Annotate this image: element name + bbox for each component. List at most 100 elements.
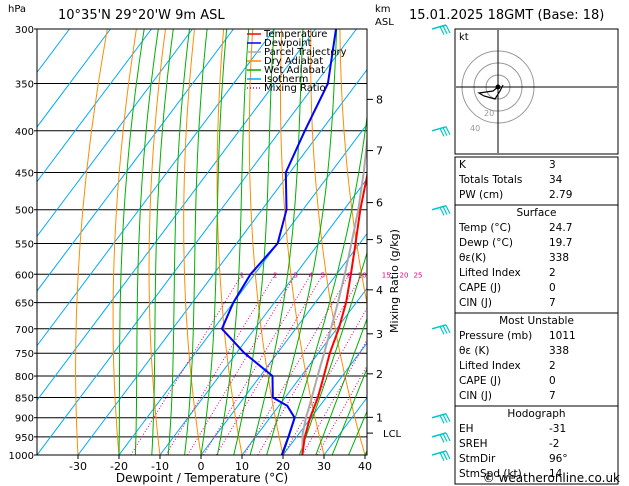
hodograph-trace [477,84,504,100]
asl-label: ASL [375,17,394,28]
mixing-ratio-labels: 1 2 3 4 5 8 10 15 20 25 [240,271,423,279]
table-row-label: StmSpd (kt) [459,468,522,480]
stats-table: K 3 Totals Totals 34 PW (cm) 2.79 Surface Temp … [454,156,619,485]
wind-barb [431,412,451,424]
table-section-title: Hodograph [507,408,565,420]
table-row-value: 96° [549,453,568,465]
temperature-tick-label: 30 [317,460,331,473]
mixing-ratio-label: 20 [400,271,409,279]
isotherm-line [77,68,367,455]
location-title: 10°35'N 29°20'W 9m ASL [58,8,225,23]
table-row-value: 0 [549,375,556,387]
isotherm-line [37,29,357,455]
wind-barb-flag [442,325,448,334]
wind-barb-flag [442,25,448,35]
background-lines [37,29,367,455]
mixing-ratio-label: 8 [347,271,351,279]
table-row-label: StmDir [459,453,496,465]
wet-adiabat-line [315,317,367,455]
wind-barb-staff [431,432,447,438]
isotherm-line [37,29,70,74]
wind-barb-staff [431,324,447,330]
mixing-ratio-label: 2 [273,271,277,279]
temperature-tick-label: 0 [198,460,205,473]
isotherm-line [37,29,152,183]
table-row-label: Temp (°C) [458,222,511,234]
mixing-ratio-label: 15 [382,271,391,279]
isotherm-line [159,178,367,455]
wet-adiabat-line [134,29,159,455]
table-row-value: -31 [549,423,566,435]
wet-adiabat-line [184,29,208,455]
mixing-ratio-label: 4 [309,271,314,279]
pressure-tick-label: 600 [15,270,34,281]
wind-barb-flag [439,452,445,461]
lcl-label: LCL [383,429,402,440]
mixing-ratio-line [215,274,324,455]
hodograph-ring-label: 40 [470,124,480,133]
table-row-value: 1011 [549,330,576,342]
pressure-tick-label: 350 [15,80,34,91]
table-row-label: K [459,159,467,171]
wet-adiabat-line [331,367,367,455]
isotherm-line [37,29,111,128]
table-row-value: 2 [549,267,556,279]
mixing-ratio-label: 3 [294,271,298,279]
pressure-tick-label: 650 [15,299,34,310]
table-row-value: 34 [549,174,563,186]
km-tick-label: 2 [376,368,383,381]
wind-barb-staff [431,412,447,419]
table-row-label: PW (cm) [459,189,503,201]
km-label: km [375,4,391,15]
pressure-tick-label: 800 [15,372,34,383]
dry-adiabat-line [183,29,202,455]
isotherm-line [37,29,275,347]
temperature-tick-label: -10 [151,460,169,473]
plot-frame [36,28,368,456]
wet-adiabat-line [151,29,174,455]
wet-adiabat-line [167,29,190,455]
table-row-value: 7 [549,297,556,309]
legend-label: Isotherm [264,74,308,85]
wind-barb-staff [431,24,447,30]
dry-adiabat-line [112,29,137,455]
x-axis-label: Dewpoint / Temperature (°C) [116,471,288,485]
wind-barb [431,432,451,443]
pressure-tick-label: 850 [15,393,34,404]
table-section-title: Most Unstable [499,315,574,327]
hodograph-frame [454,28,619,155]
wet-adiabat-line [200,29,228,455]
mixing-ratio-label: 1 [240,271,244,279]
wind-barb-flag [445,205,451,215]
dry-adiabat-line [216,29,243,455]
pressure-tick-label: 750 [15,349,34,360]
wind-barb-flag [439,415,445,424]
axes: 3003504004505005506006507007508008509009… [9,25,372,473]
pressure-tick-label: 1000 [9,451,34,462]
mixing-ratio-line [243,274,350,455]
table-row-value: 2.79 [549,189,572,201]
table-row-label: Dewp (°C) [459,237,513,249]
table-row-label: θε(K) [459,252,486,264]
dry-adiabat-line [75,29,108,455]
wet-adiabat-line [216,29,250,455]
table-row-value: 338 [549,252,569,264]
table-row-label: θε (K) [459,345,490,357]
pressure-tick-label: 400 [15,127,34,138]
hodograph-storm-marker [495,84,501,90]
mixing-ratio-label: 25 [414,271,423,279]
pressure-tick-label: 700 [15,325,34,336]
temperature-tick-label: 40 [358,460,372,473]
wind-barb-flag [442,414,448,423]
mixing-ratio-label: 5 [321,271,325,279]
wind-barb-flag [442,127,448,136]
wind-barb-flag [439,326,445,335]
temperature-tick-label: 10 [235,460,249,473]
hodograph-kt-label: kt [459,32,469,43]
legend-label: Dewpoint [264,38,312,49]
mixing-ratio-line [283,307,367,455]
wind-barb [431,205,451,216]
